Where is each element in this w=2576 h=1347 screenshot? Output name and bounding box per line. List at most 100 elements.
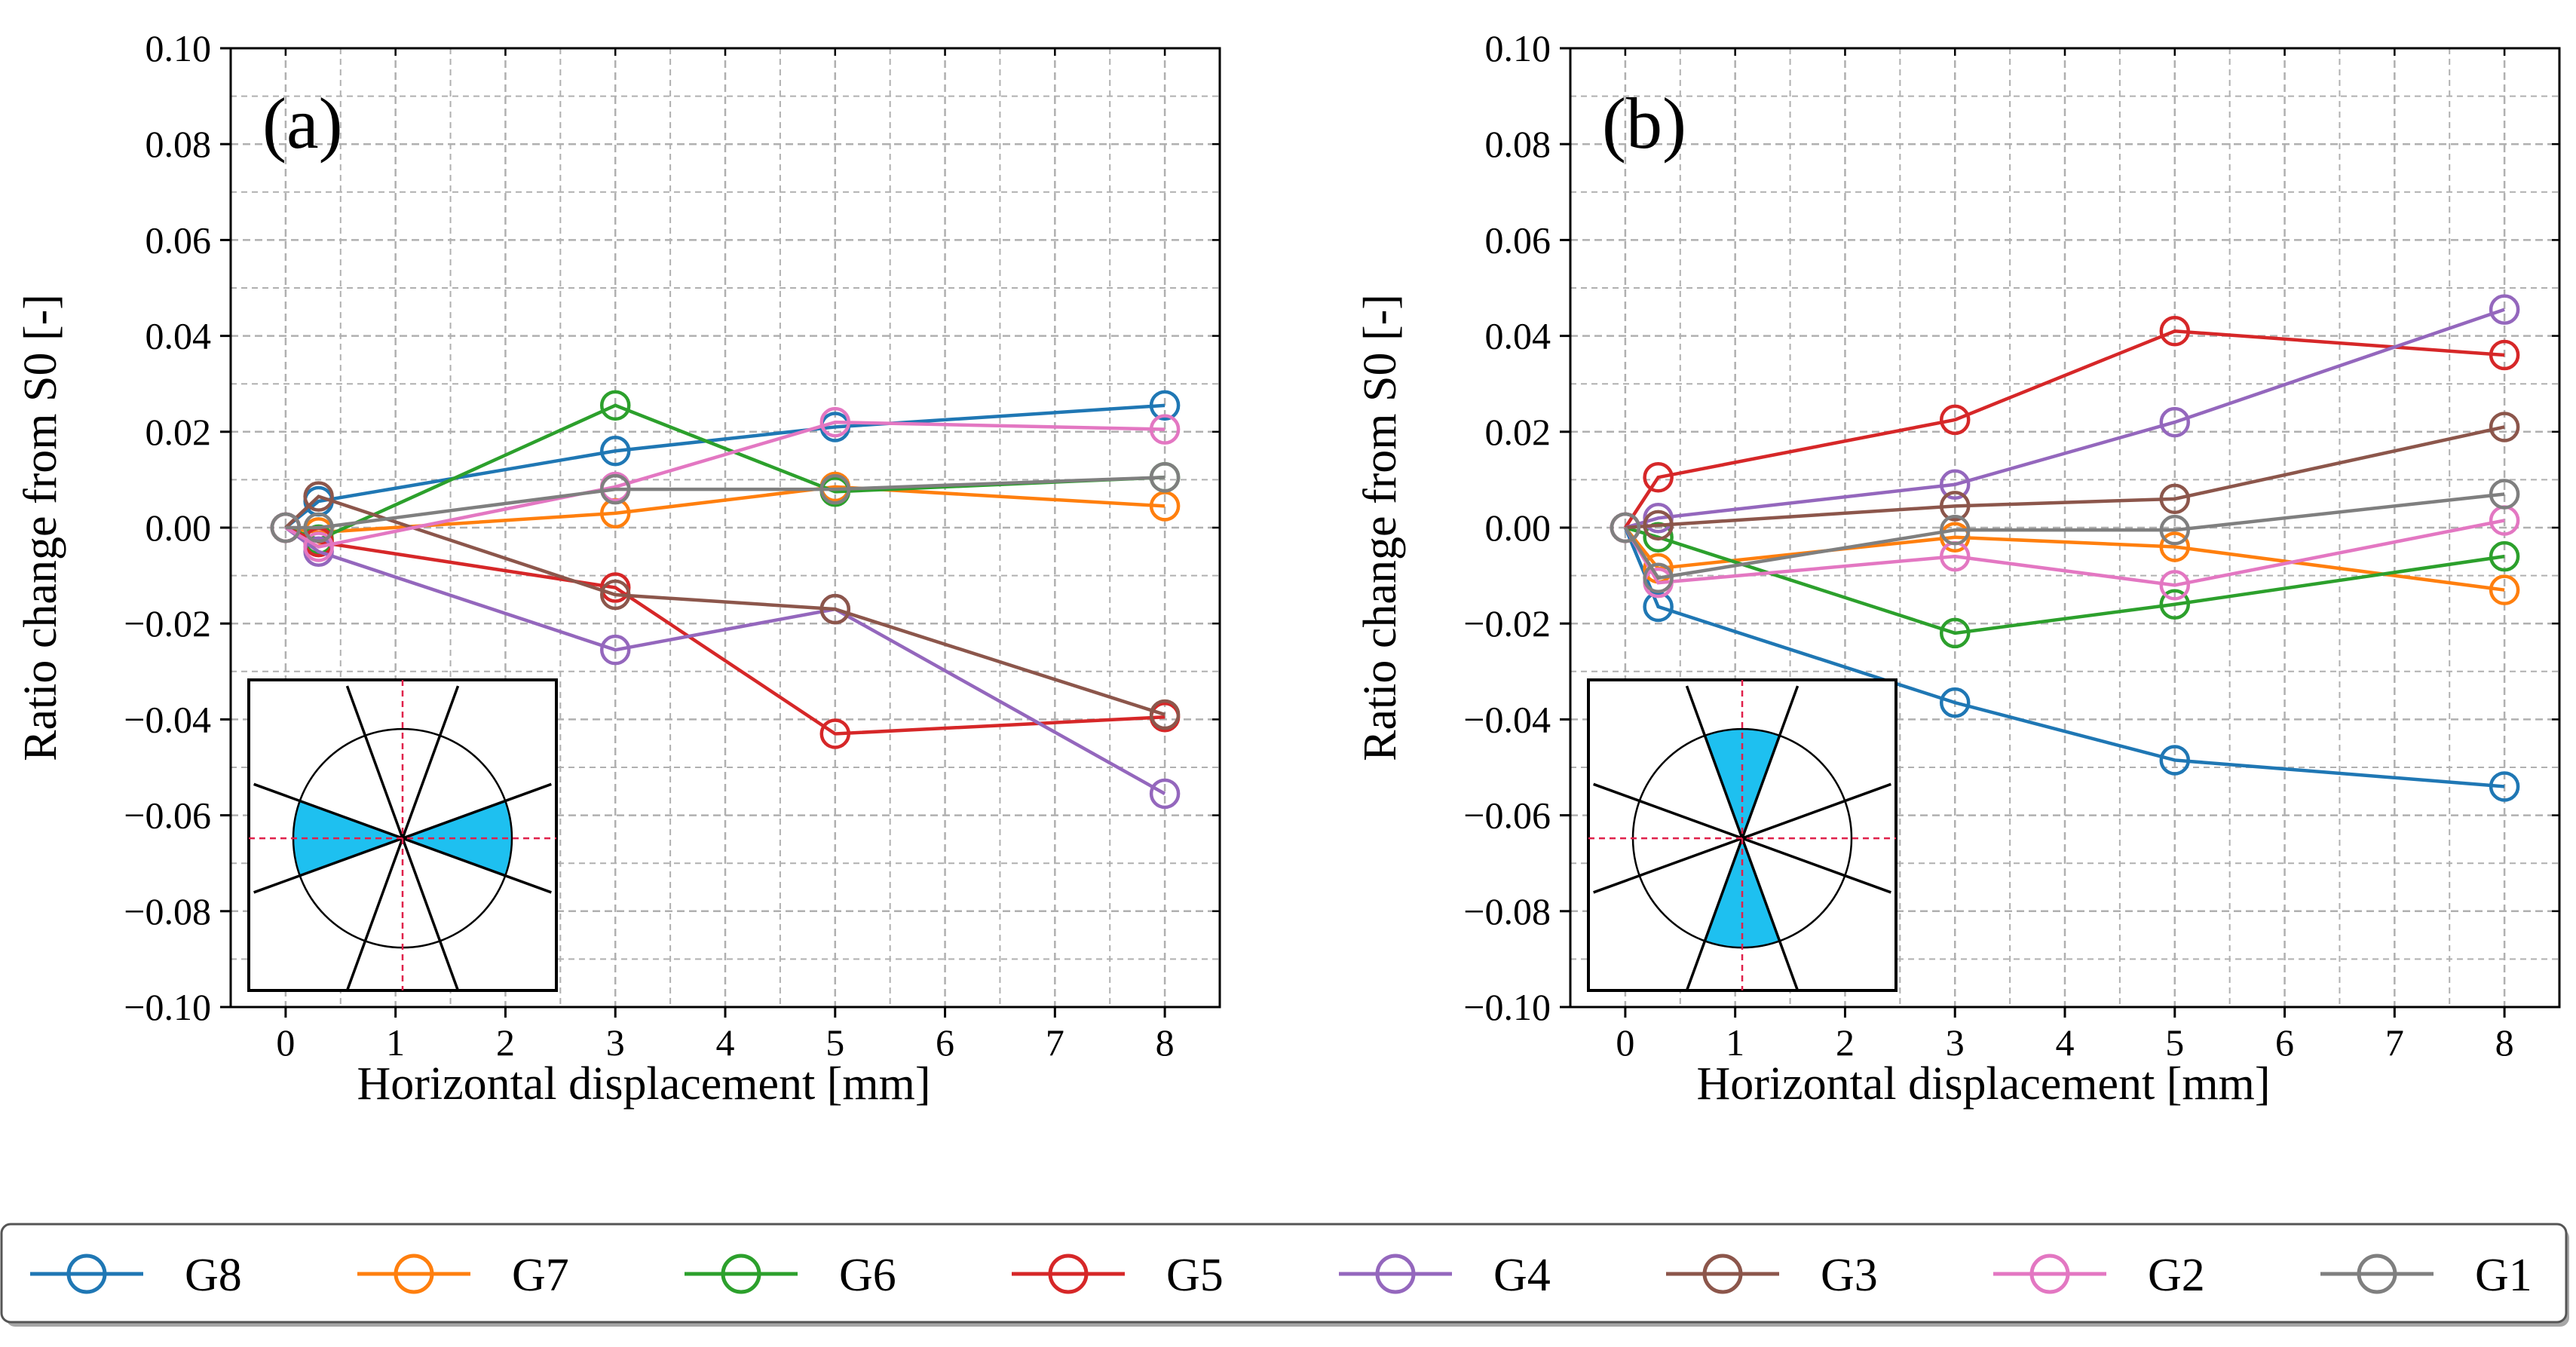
legend-label-g7: G7	[512, 1250, 569, 1301]
legend-label-g5: G5	[1166, 1250, 1224, 1301]
data-point-g1	[2489, 479, 2520, 510]
y-tick-label: 0.00	[145, 507, 212, 549]
data-point-g1	[2159, 514, 2191, 546]
series-line-g4	[1625, 308, 2505, 530]
data-point-g2	[2159, 570, 2191, 601]
legend-label-g2: G2	[2148, 1250, 2205, 1301]
data-point-g7	[2489, 574, 2520, 605]
x-tick-label: 0	[276, 1021, 295, 1064]
y-tick-label: −0.04	[1463, 698, 1551, 740]
data-point-g5	[599, 572, 631, 603]
y-tick-label: 0.04	[1485, 315, 1551, 357]
data-point-g1	[1939, 514, 1971, 546]
x-tick-label: 2	[496, 1021, 515, 1064]
y-tick-label: −0.10	[124, 986, 211, 1028]
y-tick-label: 0.10	[145, 27, 212, 69]
data-point-g1	[1610, 512, 1641, 543]
data-point-g2	[303, 531, 334, 562]
series-line-g8	[1623, 527, 2505, 788]
x-tick-label: 4	[2056, 1021, 2075, 1064]
y-tick-label: 0.00	[1485, 507, 1551, 549]
data-point-g4	[2159, 406, 2191, 438]
data-point-g3	[819, 593, 851, 625]
inset-sector-diagram	[1587, 678, 1898, 992]
data-point-g1	[270, 512, 302, 543]
data-point-g7	[1939, 522, 1971, 553]
data-point-g8	[2159, 745, 2191, 776]
data-point-g8	[1939, 687, 1971, 718]
series-line-g1	[285, 475, 1165, 530]
data-point-g3	[2159, 483, 2191, 515]
y-axis-label: Ratio change from S0 [-]	[1355, 294, 1406, 761]
data-point-g2	[819, 406, 851, 438]
y-tick-label: −0.10	[1463, 986, 1551, 1028]
x-tick-label: 5	[2165, 1021, 2184, 1064]
data-point-g1	[1643, 562, 1674, 594]
data-point-g4	[1939, 469, 1971, 501]
y-axis-label: Ratio change from S0 [-]	[15, 294, 66, 761]
legend-marker-g5	[1048, 1254, 1089, 1294]
data-point-g3	[1643, 510, 1674, 541]
data-point-g6	[599, 390, 631, 421]
y-tick-label: 0.02	[1485, 411, 1551, 453]
highlighted-sector	[1705, 729, 1780, 839]
data-point-g8	[599, 435, 631, 467]
legend-label-g3: G3	[1821, 1250, 1878, 1301]
data-point-g2	[1149, 414, 1181, 445]
data-point-g5	[819, 718, 851, 749]
x-tick-label: 1	[386, 1021, 405, 1064]
data-point-g5	[1939, 404, 1971, 436]
legend-marker-g2	[2029, 1254, 2070, 1294]
highlighted-sector	[403, 801, 512, 876]
legend-label-g1: G1	[2475, 1250, 2532, 1301]
data-point-g3	[1939, 491, 1971, 522]
y-tick-label: −0.06	[124, 794, 211, 837]
series-line-g7	[1624, 526, 2505, 592]
x-tick-label: 8	[1156, 1021, 1175, 1064]
y-tick-label: −0.06	[1463, 794, 1551, 837]
y-tick-label: −0.02	[124, 602, 211, 644]
data-point-g5	[1643, 461, 1674, 493]
x-tick-label: 4	[716, 1021, 735, 1064]
y-tick-label: 0.08	[145, 123, 212, 165]
y-tick-label: −0.04	[124, 698, 211, 740]
series-line-g3	[1625, 425, 2505, 530]
data-point-g1	[303, 512, 334, 543]
y-tick-label: 0.06	[1485, 219, 1551, 261]
data-point-g3	[599, 579, 631, 611]
x-tick-label: 3	[1946, 1021, 1965, 1064]
legend-marker-g1	[2357, 1254, 2397, 1294]
data-point-g3	[1149, 699, 1181, 730]
data-point-g7	[2159, 531, 2191, 562]
series-line-g1	[1624, 492, 2505, 580]
legend-marker-g8	[66, 1254, 107, 1294]
data-point-g8	[1149, 390, 1181, 421]
y-tick-label: −0.08	[124, 890, 211, 932]
data-point-g4	[1643, 503, 1674, 534]
x-tick-label: 8	[2495, 1021, 2514, 1064]
data-point-g6	[2159, 589, 2191, 620]
data-point-g1	[819, 473, 851, 505]
panel-label: (b)	[1602, 83, 1686, 164]
y-tick-label: 0.10	[1485, 27, 1551, 69]
chart-panel-a: −0.10 −0.08 −0.06 −0.04 −0.02 0.00 0.02 0.04 0.0…	[15, 27, 1221, 1110]
x-tick-label: 1	[1726, 1021, 1744, 1064]
y-tick-label: 0.04	[145, 315, 212, 357]
data-point-g8	[2489, 771, 2520, 802]
x-tick-label: 0	[1616, 1021, 1634, 1064]
data-point-g3	[303, 481, 334, 512]
y-tick-label: −0.02	[1463, 602, 1551, 644]
data-point-g5	[2159, 315, 2191, 347]
x-tick-label: 7	[1046, 1021, 1064, 1064]
legend-label-g6: G6	[839, 1250, 896, 1301]
data-point-g6	[1939, 617, 1971, 649]
x-tick-label: 7	[2385, 1021, 2404, 1064]
data-point-g1	[599, 473, 631, 505]
data-point-g3	[2489, 412, 2520, 442]
chart-panel-b: −0.10 −0.08 −0.06 −0.04 −0.02 0.00 0.02 0.04 0.0…	[1355, 27, 2561, 1110]
series-line-g2	[1623, 519, 2505, 587]
data-point-g4	[1149, 778, 1181, 810]
x-axis-label: Horizontal displacement [mm]	[1697, 1058, 2271, 1110]
data-point-g6	[2489, 540, 2520, 572]
x-axis-label: Horizontal displacement [mm]	[357, 1058, 931, 1110]
